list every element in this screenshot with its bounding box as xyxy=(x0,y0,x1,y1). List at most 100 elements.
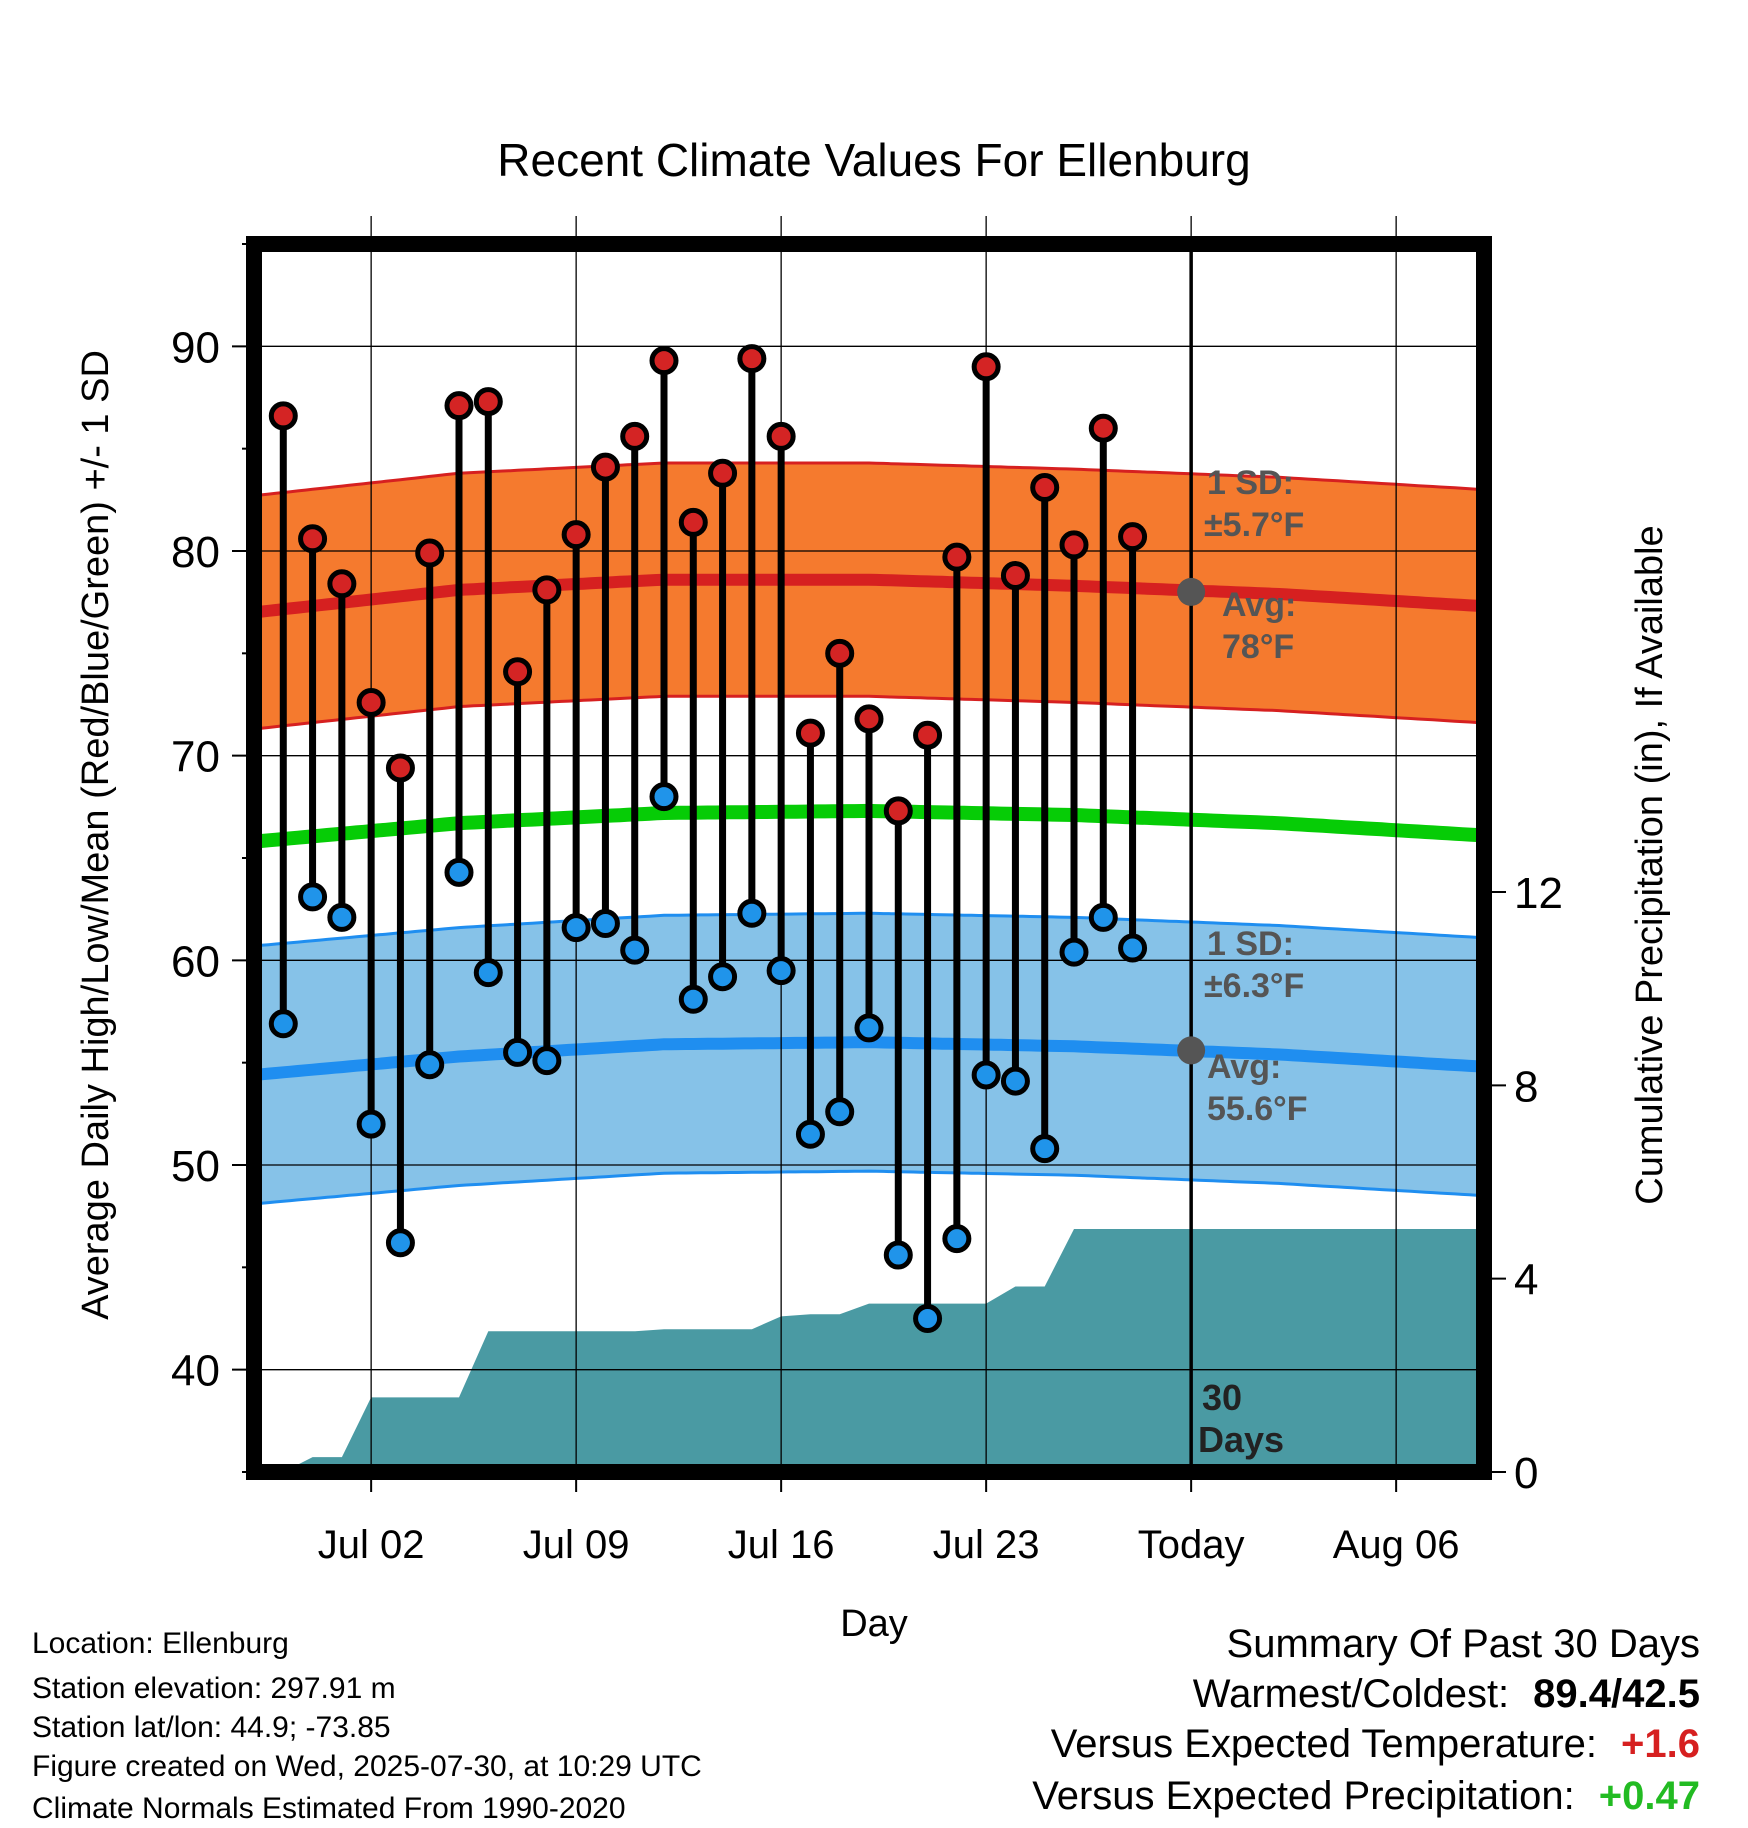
high-sd-band xyxy=(254,463,1484,730)
y-tick-label-40: 40 xyxy=(171,1347,220,1396)
summary-warmest-value: 89.4/42.5 xyxy=(1533,1672,1700,1716)
y-tick-label-60: 60 xyxy=(171,937,220,986)
summary-precip-value: +0.47 xyxy=(1598,1774,1700,1818)
y-tick-label-70: 70 xyxy=(171,733,220,782)
y2-tick-label-4: 4 xyxy=(1514,1256,1538,1305)
daily-high-point-2025-07-23 xyxy=(971,352,1001,382)
y-axis-label: Average Daily High/Low/Mean (Red/Blue/Gr… xyxy=(75,350,117,1320)
daily-high-point-2025-07-17 xyxy=(795,718,825,748)
summary-temp-value: +1.6 xyxy=(1621,1722,1700,1766)
low-sd-value: ±6.3°F xyxy=(1204,967,1304,1005)
low-sd-band xyxy=(254,913,1484,1204)
precip-area xyxy=(254,1229,1484,1472)
daily-low-point-2025-07-24 xyxy=(1000,1066,1030,1096)
summary-temp-row: Versus Expected Temperature: +1.6 xyxy=(1051,1722,1700,1766)
y-tick-label-80: 80 xyxy=(171,528,220,577)
daily-high-point-2025-07-16 xyxy=(766,421,796,451)
daily-high-point-2025-07-22 xyxy=(942,542,972,572)
x-tick-label-today: Today xyxy=(1138,1523,1245,1567)
daily-high-point-2025-07-14 xyxy=(708,458,738,488)
daily-high-point-2025-07-05 xyxy=(444,391,474,421)
daily-high-point-2025-07-20 xyxy=(883,796,913,826)
daily-low-point-2025-07-19 xyxy=(854,1013,884,1043)
y2-tick-label-12: 12 xyxy=(1514,869,1563,918)
daily-high-point-2025-07-01 xyxy=(327,569,357,599)
summary-title: Summary Of Past 30 Days xyxy=(1226,1622,1700,1666)
daily-low-point-2025-07-23 xyxy=(971,1060,1001,1090)
daily-low-point-2025-07-15 xyxy=(737,898,767,928)
y2-tick-label-0: 0 xyxy=(1514,1449,1538,1498)
daily-low-point-2025-07-26 xyxy=(1059,937,1089,967)
low-sd-band-lower-edge xyxy=(253,1169,1485,1206)
summary-warmest-row: Warmest/Coldest: 89.4/42.5 xyxy=(1193,1672,1700,1716)
daily-low-point-2025-07-03 xyxy=(385,1228,415,1258)
low-sd-label: 1 SD: xyxy=(1207,925,1294,963)
daily-high-point-2025-07-03 xyxy=(385,753,415,783)
daily-high-point-2025-07-28 xyxy=(1118,522,1148,552)
daily-low-point-2025-07-28 xyxy=(1118,933,1148,963)
daily-high-point-2025-07-24 xyxy=(1000,561,1030,591)
x-tick-label-jul-02: Jul 02 xyxy=(318,1523,425,1567)
daily-high-point-2025-07-15 xyxy=(737,344,767,374)
daily-high-point-2025-07-06 xyxy=(473,387,503,417)
today-high-avg-marker xyxy=(1177,577,1206,606)
daily-high-point-2025-07-12 xyxy=(649,346,679,376)
summary-precip-label: Versus Expected Precipitation: xyxy=(1032,1774,1575,1818)
daily-high-point-2025-07-21 xyxy=(913,720,943,750)
daily-low-point-2025-07-05 xyxy=(444,857,474,887)
daily-high-point-2025-07-08 xyxy=(532,575,562,605)
daily-low-point-2025-07-21 xyxy=(913,1304,943,1333)
high-avg-label: Avg: xyxy=(1222,586,1296,624)
daily-low-point-2025-07-07 xyxy=(503,1037,533,1067)
daily-low-point-2025-07-01 xyxy=(327,902,357,932)
daily-low-point-2025-07-25 xyxy=(1030,1134,1060,1164)
daily-high-point-2025-07-27 xyxy=(1088,413,1118,443)
plot-area: 40 50 60 70 80 90 0 4 8 12 Jul 02 Jul 09 Jul 16 Jul 2… xyxy=(171,216,1563,1567)
daily-low-point-2025-07-17 xyxy=(795,1119,825,1149)
daily-high-point-2025-07-19 xyxy=(854,704,884,734)
daily-low-point-2025-07-18 xyxy=(825,1097,855,1127)
info-location: Location: Ellenburg xyxy=(32,1627,289,1660)
y-tick-label-50: 50 xyxy=(171,1142,220,1191)
daily-high-point-2025-07-18 xyxy=(825,638,855,668)
x-axis-label: Day xyxy=(840,1603,908,1645)
daily-high-point-2025-07-25 xyxy=(1030,473,1060,503)
daily-low-point-2025-07-08 xyxy=(532,1046,562,1076)
daily-high-point-2025-06-29 xyxy=(268,401,298,431)
y2-tick-label-8: 8 xyxy=(1514,1062,1538,1111)
daily-high-point-2025-07-07 xyxy=(503,657,533,687)
daily-low-point-2025-07-16 xyxy=(766,956,796,986)
x-tick-label-aug-06: Aug 06 xyxy=(1333,1523,1460,1567)
low-avg-label: Avg: xyxy=(1207,1048,1281,1086)
low-avg-value: 55.6°F xyxy=(1207,1090,1308,1128)
daily-low-point-2025-06-29 xyxy=(268,1009,298,1039)
daily-low-point-2025-07-06 xyxy=(473,958,503,988)
info-normals: Climate Normals Estimated From 1990-2020 xyxy=(32,1792,626,1825)
summary-precip-row: Versus Expected Precipitation: +0.47 xyxy=(1032,1774,1700,1818)
summary-warmest-label: Warmest/Coldest: xyxy=(1192,1672,1510,1716)
window-label-days-count: 30 xyxy=(1202,1377,1242,1418)
daily-low-point-2025-07-09 xyxy=(561,913,591,943)
high-sd-value: ±5.7°F xyxy=(1204,506,1304,544)
daily-low-point-2025-07-12 xyxy=(649,782,679,812)
chart-title: Recent Climate Values For Ellenburg xyxy=(497,134,1250,186)
daily-high-point-2025-07-10 xyxy=(590,452,620,482)
daily-high-point-2025-07-26 xyxy=(1059,530,1089,560)
daily-low-point-2025-07-02 xyxy=(356,1109,386,1139)
daily-low-point-2025-07-13 xyxy=(678,984,708,1014)
daily-low-point-2025-07-11 xyxy=(620,935,650,965)
daily-low-point-2025-07-20 xyxy=(883,1240,913,1270)
info-elevation: Station elevation: 297.91 m xyxy=(32,1672,396,1705)
daily-high-point-2025-07-11 xyxy=(620,421,650,451)
y2-axis-label: Cumulative Precipitation (in), If Availa… xyxy=(1629,525,1671,1204)
daily-high-point-2025-07-02 xyxy=(356,687,386,717)
today-low-avg-marker xyxy=(1177,1036,1206,1065)
daily-low-point-2025-07-14 xyxy=(708,962,738,992)
summary-temp-label: Versus Expected Temperature: xyxy=(1050,1722,1598,1766)
info-created: Figure created on Wed, 2025-07-30, at 10… xyxy=(32,1750,702,1783)
y-tick-label-90: 90 xyxy=(171,323,220,372)
annotations: 1 SD: ±5.7°F Avg: 78°F 1 SD: ±6.3°F Avg:… xyxy=(1198,464,1308,1460)
daily-low-point-2025-07-10 xyxy=(590,908,620,938)
daily-low-point-2025-07-04 xyxy=(415,1050,445,1080)
daily-high-point-2025-07-13 xyxy=(678,507,708,537)
